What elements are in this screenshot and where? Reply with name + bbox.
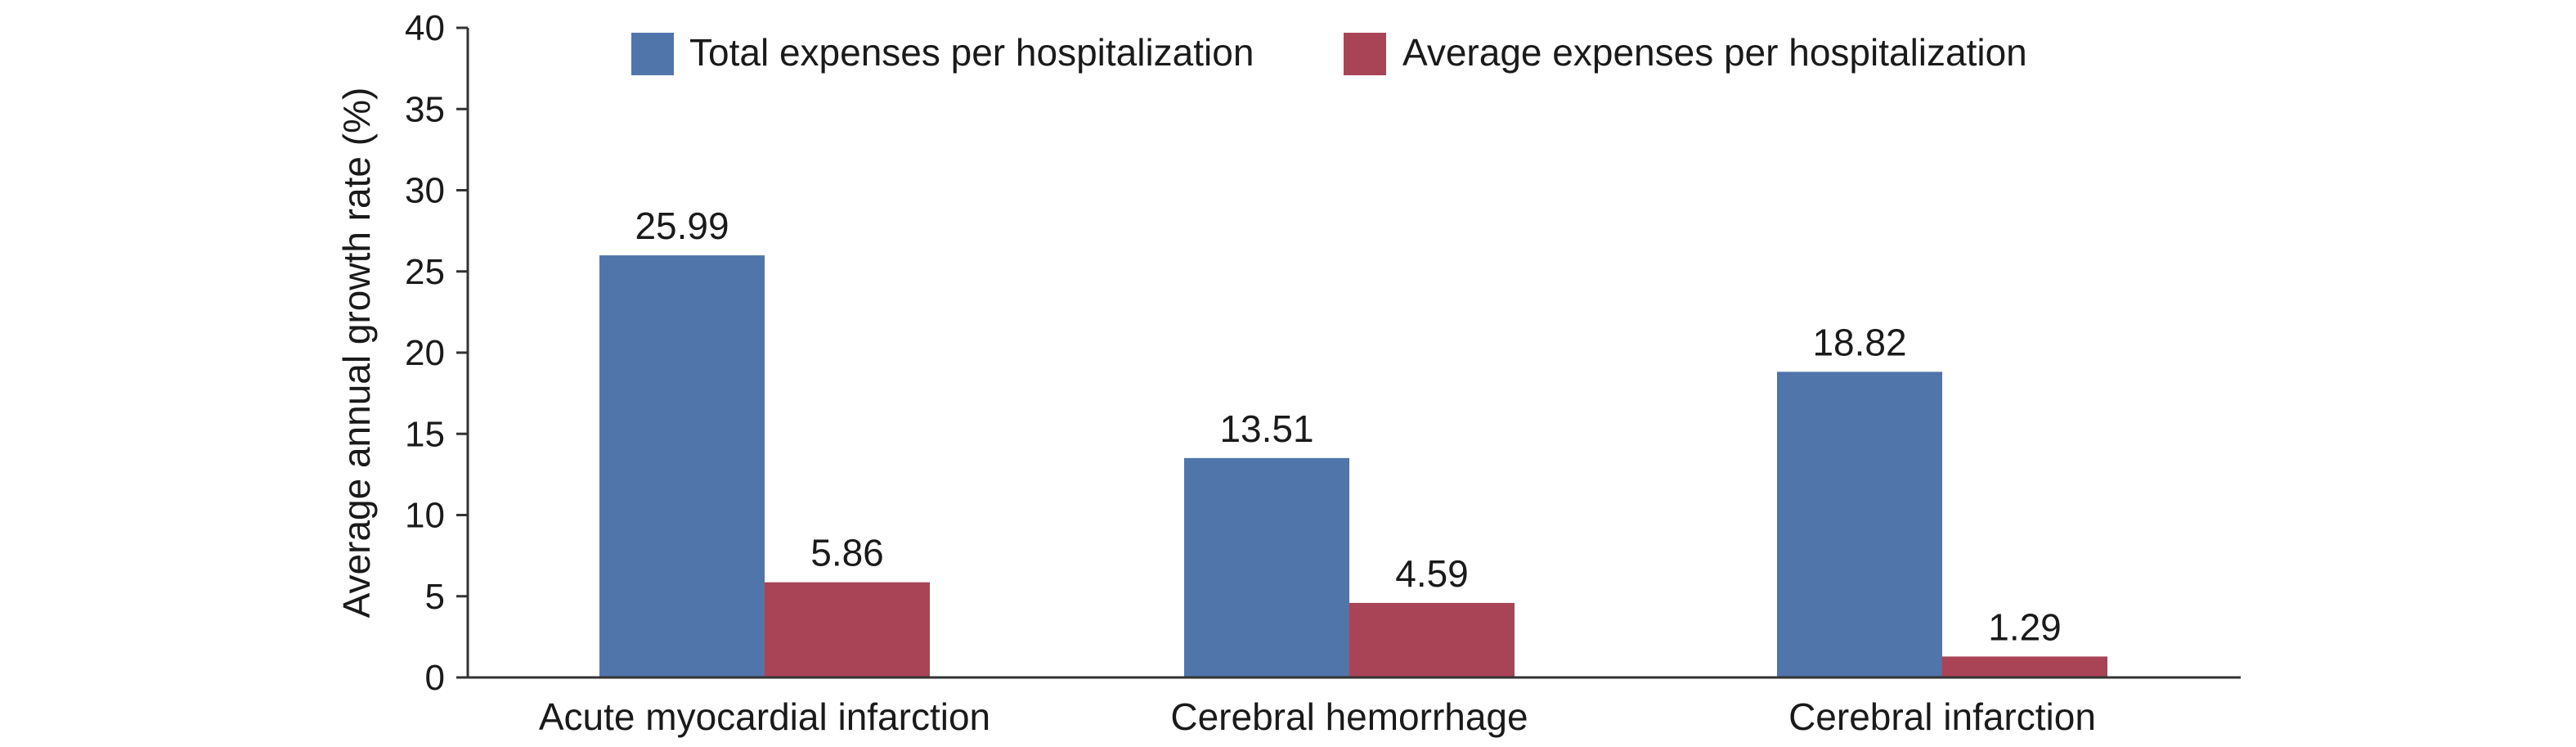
- y-axis-title: Average annual growth rate (%): [335, 88, 378, 619]
- y-tick-label: 40: [405, 8, 445, 48]
- legend-label: Average expenses per hospitalization: [1402, 31, 2027, 74]
- bar-average-0: [765, 582, 930, 677]
- legend-swatch: [1344, 33, 1386, 75]
- y-ticks-group: 0 5 10 15 20 25 30 35 40: [405, 8, 468, 698]
- bar-total-1: [1184, 457, 1349, 677]
- data-label: 5.86: [810, 532, 884, 574]
- y-tick-label: 0: [425, 658, 445, 698]
- legend-label: Total expenses per hospitalization: [689, 31, 1254, 74]
- data-label: 25.99: [635, 205, 729, 247]
- y-tick-label: 15: [405, 414, 445, 454]
- bar-average-1: [1349, 602, 1515, 677]
- x-labels-group: Acute myocardial infarction Cerebral hemo…: [539, 695, 2096, 738]
- y-tick-label: 5: [425, 577, 445, 617]
- x-category-label: Cerebral hemorrhage: [1170, 695, 1528, 738]
- x-category-label: Cerebral infarction: [1788, 695, 2096, 738]
- y-axis-title-group: Average annual growth rate (%): [335, 88, 378, 619]
- legend: Total expenses per hospitalization Averag…: [631, 31, 2027, 75]
- bar-total-2: [1777, 371, 1942, 677]
- y-tick-label: 20: [405, 333, 445, 373]
- data-labels-group: 25.99 5.86 13.51 4.59 18.82 1.29: [635, 205, 2061, 648]
- legend-swatch: [631, 33, 674, 75]
- y-tick-label: 35: [405, 89, 445, 129]
- bar-average-2: [1942, 656, 2107, 677]
- data-label: 18.82: [1812, 321, 1906, 363]
- bars-group: [599, 255, 2107, 677]
- data-label: 4.59: [1395, 552, 1469, 595]
- data-label: 13.51: [1219, 407, 1313, 450]
- y-tick-label: 30: [405, 171, 445, 211]
- bar-total-0: [599, 255, 765, 677]
- x-category-label: Acute myocardial infarction: [539, 695, 990, 738]
- y-tick-label: 10: [405, 496, 445, 536]
- data-label: 1.29: [1988, 605, 2062, 648]
- y-tick-label: 25: [405, 252, 445, 292]
